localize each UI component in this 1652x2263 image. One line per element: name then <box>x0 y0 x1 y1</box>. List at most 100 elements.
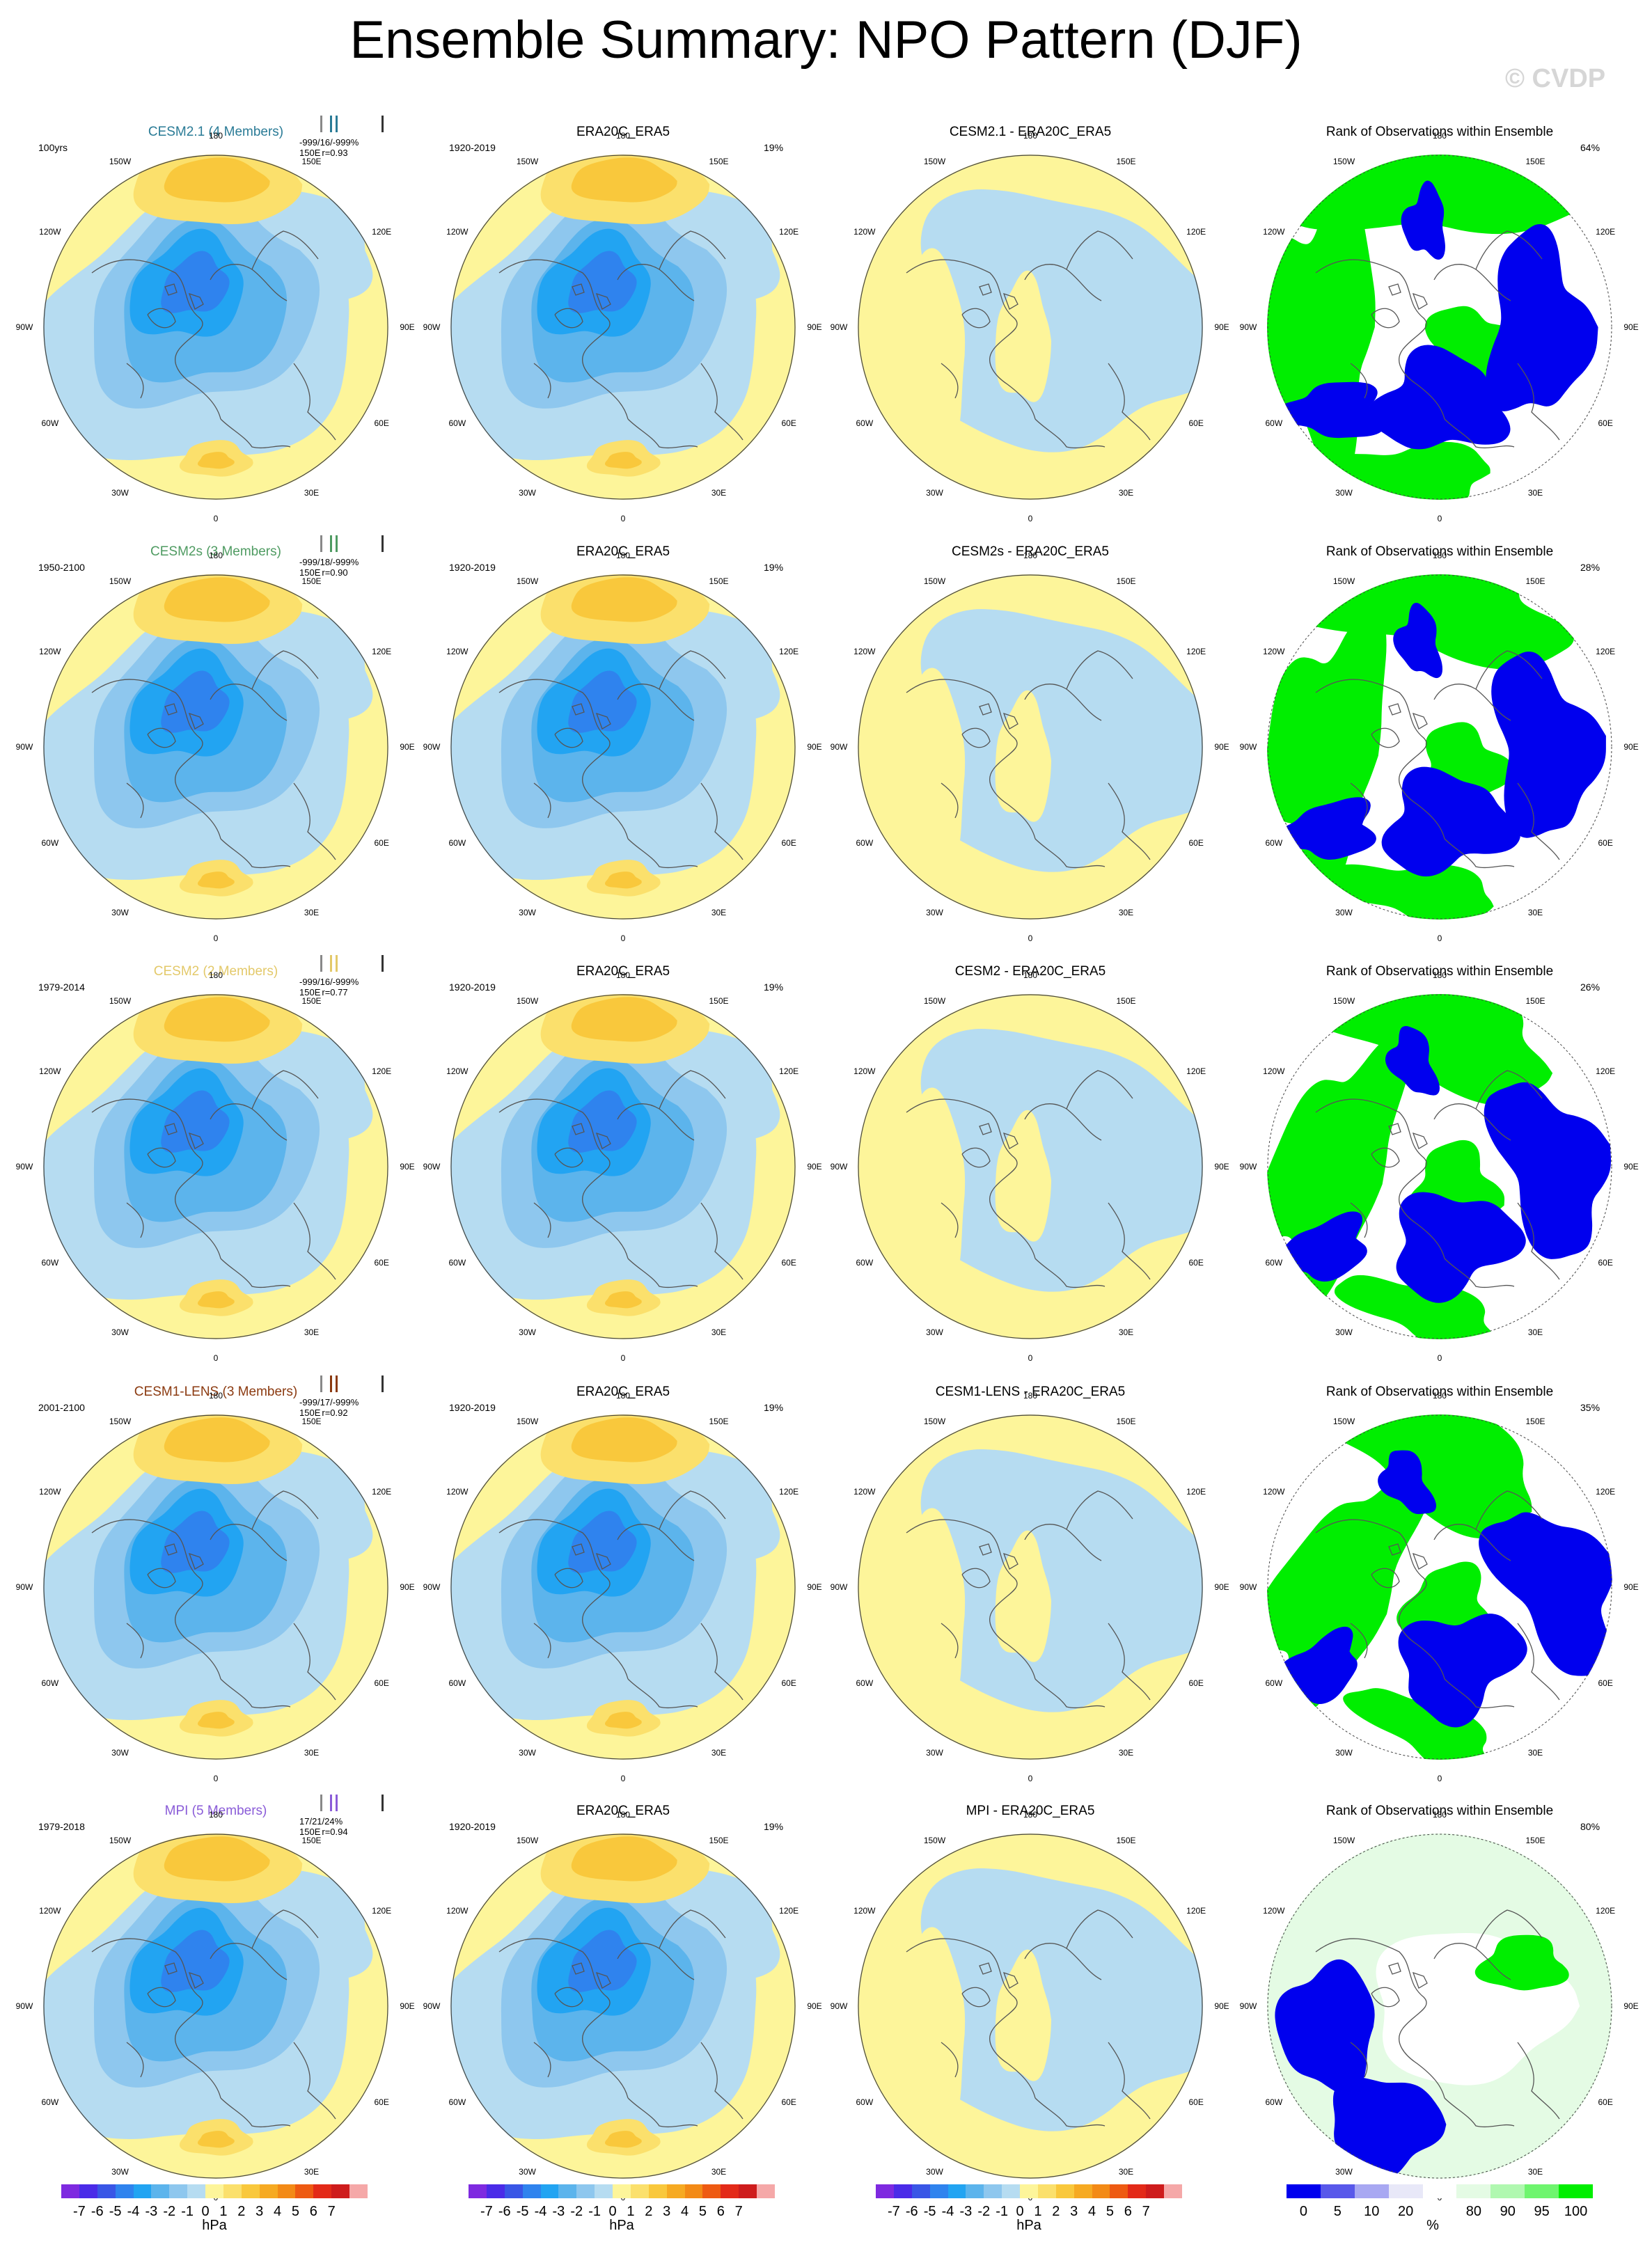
lon-label-nnw: 150W <box>923 995 946 1006</box>
high-rank-region <box>1267 607 1387 899</box>
lon-label-wsw: 60W <box>856 418 874 428</box>
lon-label-ese: 60E <box>781 418 796 428</box>
model-stats: -999/17/-999% 150E r=0.92 <box>299 1397 359 1418</box>
negative-region <box>910 1449 1203 1712</box>
colorbar-tick-label: -2 <box>977 2204 991 2219</box>
rank-map-3 <box>1267 1414 1612 1760</box>
coastlines <box>91 230 336 449</box>
model-map-3 <box>43 1414 388 1760</box>
coastlines <box>91 650 336 869</box>
colorbar-swatch <box>1287 2184 1321 2198</box>
lon-label-sse: 30E <box>304 488 320 498</box>
colorbar-swatch <box>702 2184 721 2198</box>
map-boundary <box>450 994 796 1339</box>
positive-region <box>995 690 1052 822</box>
model-stats: -999/16/-999% 150E r=0.93 <box>299 137 359 158</box>
positive-contour <box>164 1836 270 1882</box>
lon-label-n: 180 <box>208 551 223 560</box>
lon-label-wsw: 60W <box>1265 418 1283 428</box>
colorbar-swatch <box>1020 2184 1038 2198</box>
lon-label-e: 90E <box>1214 1162 1229 1172</box>
colorbar-tick-label: 2 <box>237 2204 246 2219</box>
obs-map-3 <box>450 1414 796 1760</box>
lon-label-sse: 30E <box>711 908 727 918</box>
coastlines <box>906 230 1151 449</box>
lon-label-nne: 150E <box>1525 1416 1545 1426</box>
positive-contour <box>198 1712 235 1729</box>
map-boundary <box>43 155 388 500</box>
map-boundary <box>1267 994 1612 1339</box>
model-stats: 17/21/24% 150E r=0.94 <box>299 1816 348 1837</box>
lon-label-w: 90W <box>830 2001 848 2011</box>
stats-lon: 150E <box>299 148 321 158</box>
lon-label-ene: 120E <box>1186 646 1206 656</box>
lon-label-wsw: 60W <box>1265 1678 1283 1688</box>
lon-label-nnw: 150W <box>109 576 132 586</box>
map-boundary <box>1267 574 1612 920</box>
model-period: 1979-2014 <box>38 981 85 993</box>
colorbar-tick-label: 7 <box>327 2204 336 2219</box>
colorbar-swatch <box>349 2184 368 2198</box>
lon-label-wnw: 120W <box>853 1905 876 1916</box>
colorbar-tick-label: -6 <box>905 2204 918 2219</box>
lon-label-ene: 120E <box>372 1066 392 1076</box>
colorbar-swatch <box>613 2184 631 2198</box>
stats-corr: 150E r=0.77 <box>299 987 359 998</box>
lon-label-wnw: 120W <box>446 1905 469 1916</box>
obs-explained-variance: 19% <box>764 1821 784 1832</box>
lon-label-wnw: 120W <box>39 226 61 237</box>
map-boundary <box>450 155 796 500</box>
coastlines <box>498 1070 744 1288</box>
coastlines <box>498 650 744 869</box>
lon-label-e: 90E <box>1623 742 1639 752</box>
lon-label-nne: 150E <box>709 1835 729 1845</box>
lon-label-w: 90W <box>1239 1582 1257 1592</box>
colorbar-swatch <box>61 2184 79 2198</box>
map-boundary <box>1267 155 1612 500</box>
coastlines <box>91 1070 336 1288</box>
lon-label-n: 180 <box>1023 551 1038 560</box>
lon-label-ene: 120E <box>1186 1905 1206 1916</box>
lon-label-ese: 60E <box>1598 1257 1613 1268</box>
lon-label-wsw: 60W <box>856 1678 874 1688</box>
colorbar-swatch <box>469 2184 487 2198</box>
lon-label-w: 90W <box>830 1162 848 1172</box>
lon-label-nnw: 150W <box>109 995 132 1006</box>
stats-r: r=0.94 <box>322 1827 348 1837</box>
colorbar-swatch <box>1146 2184 1164 2198</box>
colorbar-swatch <box>223 2184 242 2198</box>
lon-label-sse: 30E <box>1527 908 1543 918</box>
lon-label-ssw: 30W <box>111 908 129 918</box>
stats-range: 17/21/24% <box>299 1816 343 1827</box>
lon-label-ene: 120E <box>372 646 392 656</box>
low-rank-region <box>1396 1192 1526 1303</box>
colorbar-swatch <box>187 2184 205 2198</box>
lon-label-e: 90E <box>400 1582 415 1592</box>
colorbar-swatch <box>757 2184 775 2198</box>
colorbar-diff-labels: -7 -6 -5 -4 -3 -2 -1 0 1 2 3 4 5 6 7 <box>876 2204 1182 2221</box>
positive-contour <box>198 2131 235 2148</box>
colorbar-obs <box>469 2184 775 2198</box>
lon-label-ene: 120E <box>779 1066 799 1076</box>
colorbar-tick-label: 0 <box>608 2204 617 2219</box>
positive-contour <box>605 872 642 889</box>
lon-label-wnw: 120W <box>446 1066 469 1076</box>
colorbar-swatch <box>522 2184 541 2198</box>
colorbar-swatch <box>984 2184 1002 2198</box>
colorbar-swatch <box>911 2184 930 2198</box>
lon-label-ese: 60E <box>374 418 389 428</box>
positive-contour <box>198 872 235 889</box>
lon-label-w: 90W <box>15 1582 33 1592</box>
stats-corr: 150E r=0.92 <box>299 1408 359 1418</box>
lon-label-s: 0 <box>1028 1353 1033 1363</box>
low-rank-region <box>1401 180 1445 260</box>
lon-label-nne: 150E <box>301 995 322 1006</box>
member-ticks <box>320 1375 397 1392</box>
lon-label-wsw: 60W <box>41 2097 59 2107</box>
colorbar-tick-label: 5 <box>1106 2204 1115 2219</box>
colorbar-swatch <box>630 2184 649 2198</box>
lon-label-e: 90E <box>1214 322 1229 332</box>
colorbar-swatch <box>648 2184 667 2198</box>
colorbar-tick-label: 4 <box>1088 2204 1096 2219</box>
